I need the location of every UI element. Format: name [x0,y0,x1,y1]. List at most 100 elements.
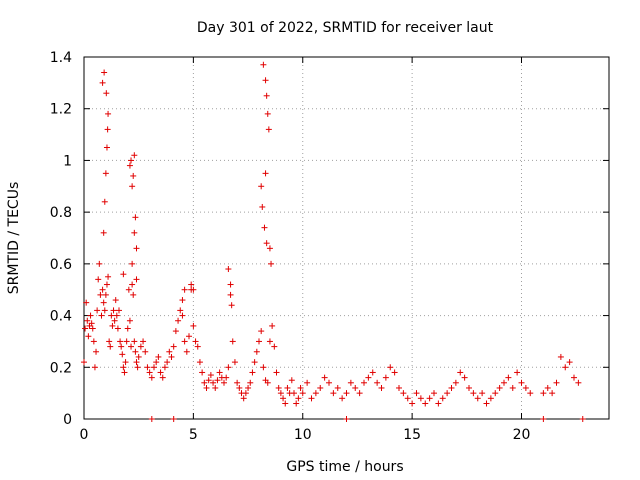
data-point [280,395,287,402]
data-point [120,271,127,278]
data-point [265,126,272,133]
data-point [378,384,385,391]
data-point [81,359,87,366]
data-point [461,374,468,381]
x-tick-label: 20 [513,427,531,443]
data-point [137,343,144,350]
tick-labels: 0 5 10 15 20 0 0.2 0.4 0.6 0.8 1 1.2 1.4 [50,50,531,443]
data-point [113,312,120,319]
data-point [175,317,182,324]
data-point [326,379,332,386]
data-point [89,325,96,332]
data-point [268,260,275,267]
data-point [312,390,319,397]
data-point [96,260,103,267]
data-point [549,390,556,397]
data-point [105,273,112,280]
data-point [186,333,192,340]
data-point [105,110,112,117]
data-point [457,369,464,376]
data-point [273,369,280,376]
data-point [83,299,90,306]
data-point [308,395,315,402]
data-point [223,374,230,381]
data-point [103,281,110,288]
data-point [492,390,499,397]
data-point [439,395,446,402]
data-point [168,353,175,360]
data-point [159,374,166,381]
y-tick-label: 0.6 [50,257,72,273]
data-point [130,291,137,298]
data-point [275,384,282,391]
data-point [225,364,232,371]
chart-title: Day 301 of 2022, SRMTID for receiver lau… [197,20,494,36]
data-point [293,400,300,407]
data-point [295,395,302,402]
data-point [229,338,236,345]
data-point [264,379,271,386]
data-point [94,307,101,314]
data-point [249,369,256,376]
data-point [562,364,569,371]
data-point [82,325,89,332]
data-point [128,157,135,164]
data-point [260,61,267,68]
data-point [448,384,455,391]
data-point [501,379,507,386]
data-point [369,369,376,376]
data-point [216,369,223,376]
data-point [130,172,137,179]
data-point [108,312,115,319]
data-point [466,384,472,391]
data-point [505,374,512,381]
data-point [172,328,179,335]
x-tick-label: 10 [294,427,312,443]
data-point [413,390,420,397]
data-point [126,317,133,324]
data-point [234,379,241,386]
data-point [231,359,238,366]
data-point [282,400,289,407]
data-point [101,307,108,314]
data-point [170,416,177,422]
data-point [256,338,262,345]
data-point [444,390,451,397]
data-point [343,390,350,397]
data-point [365,374,372,381]
data-point [334,384,341,391]
data-point [146,369,153,376]
data-point [221,379,227,386]
data-point [199,369,206,376]
data-point [271,343,278,350]
data-point [417,395,424,402]
data-point [352,384,359,391]
x-axis-label: GPS time / hours [286,459,403,475]
data-point [170,343,177,350]
data-point [566,359,573,366]
data-point [91,364,98,371]
data-point [87,312,94,319]
data-point [571,374,577,381]
data-point [263,92,270,99]
y-tick-label: 0.2 [50,360,72,376]
data-point [396,384,402,391]
data-point [110,307,117,314]
data-point [120,364,127,371]
data-point [496,384,503,391]
data-point [133,245,140,252]
data-point [99,286,106,293]
data-point [258,328,265,335]
data-point [133,359,140,366]
data-point [212,384,219,391]
data-point [196,359,203,366]
data-point [125,286,132,293]
data-point [102,170,109,177]
data-point [361,379,367,386]
data-point [124,325,131,332]
data-point [100,229,107,236]
data-point [452,379,459,386]
data-point [103,90,110,97]
data-point [258,183,265,190]
data-point [236,384,243,391]
